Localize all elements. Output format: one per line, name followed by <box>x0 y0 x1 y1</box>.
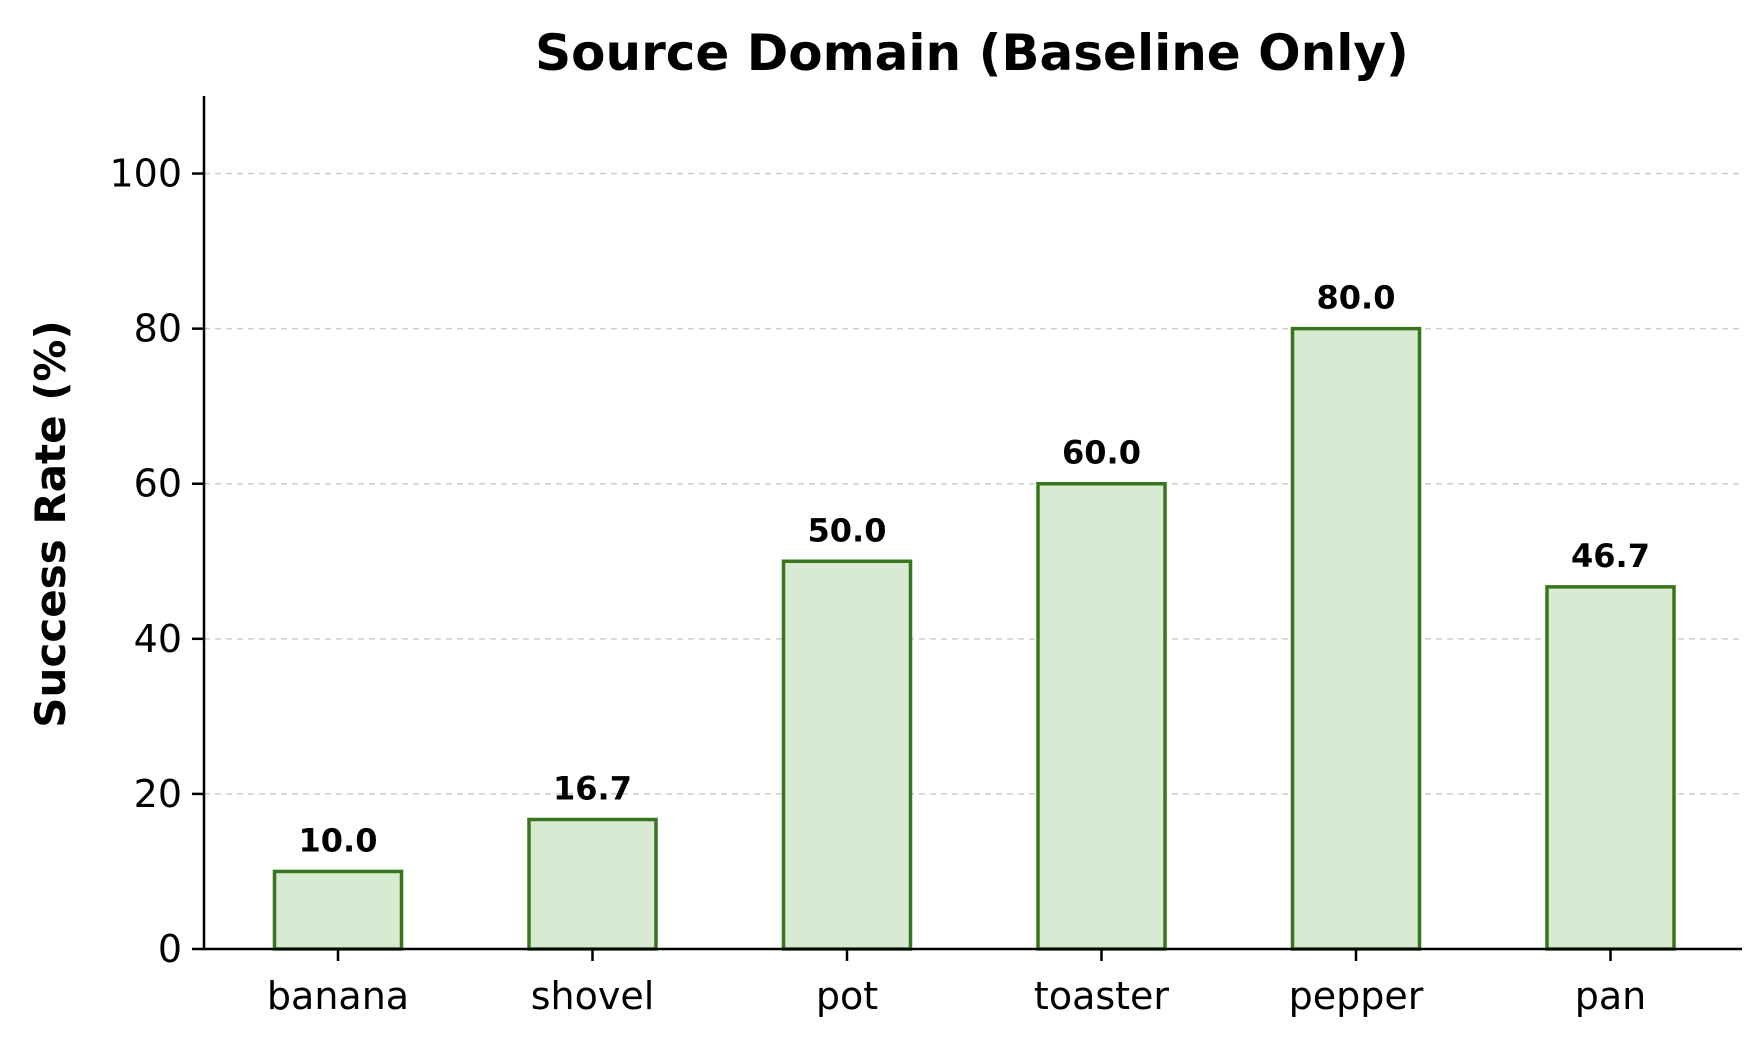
x-tick-label-pot: pot <box>816 974 878 1018</box>
bar-toaster <box>1036 481 1167 951</box>
value-label-pan: 46.7 <box>1571 537 1650 575</box>
y-tick-label-20: 20 <box>134 772 182 816</box>
y-axis-label: Success Rate (%) <box>26 320 75 727</box>
value-label-pepper: 80.0 <box>1317 279 1396 317</box>
y-tick-label-0: 0 <box>158 927 182 971</box>
x-tick-label-banana: banana <box>267 974 409 1018</box>
bar-pot <box>781 559 913 951</box>
bar-pepper <box>1290 326 1422 951</box>
value-label-toaster: 60.0 <box>1062 434 1141 472</box>
x-tick-label-toaster: toaster <box>1034 974 1170 1018</box>
x-tick-label-pan: pan <box>1575 974 1647 1018</box>
value-labels: 10.0 16.7 50.0 60.0 80.0 46.7 <box>299 279 1650 860</box>
y-tick-label-60: 60 <box>134 462 182 506</box>
value-label-pot: 50.0 <box>808 511 887 549</box>
y-tick-label-40: 40 <box>134 617 182 661</box>
y-tick-label-100: 100 <box>109 152 182 196</box>
gridlines <box>204 172 1742 795</box>
value-label-shovel: 16.7 <box>553 769 632 807</box>
axes: 0 20 40 60 80 100 banana shovel pot toaster pepper… <box>109 96 1742 1018</box>
value-label-banana: 10.0 <box>299 821 378 859</box>
bar-shovel <box>527 817 658 951</box>
y-tick-label-80: 80 <box>134 307 182 351</box>
x-tick-label-shovel: shovel <box>531 974 655 1018</box>
bar-banana <box>272 869 404 951</box>
x-tick-label-pepper: pepper <box>1289 974 1424 1018</box>
bar-pan <box>1545 585 1676 951</box>
bars <box>272 326 1676 951</box>
chart-title: Source Domain (Baseline Only) <box>535 24 1409 82</box>
